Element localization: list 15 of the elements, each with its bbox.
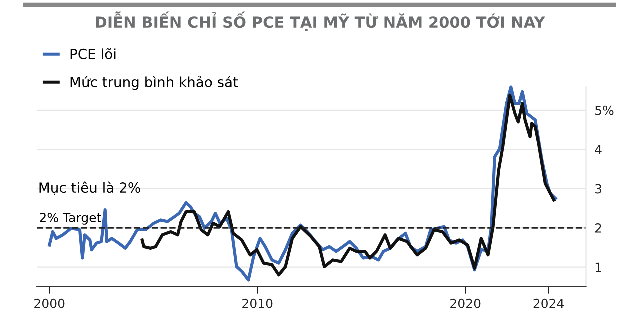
x-tick-label: 2000	[34, 298, 65, 308]
chart-title: DIỄN BIẾN CHỈ SỐ PCE TẠI MỸ TỪ NĂM 2000 TỚI NAY	[96, 12, 546, 32]
ref-line-label: 2% Target	[40, 213, 102, 225]
x-tick-label: 2010	[242, 298, 273, 308]
legend-label: PCE lõi	[70, 48, 116, 60]
annotation: Mục tiêu là 2%	[40, 182, 140, 196]
y-tick-label: 5%	[596, 106, 614, 116]
y-tick-label: 2	[595, 224, 602, 233]
y-tick-label: 3	[596, 184, 602, 194]
x-tick-label: 2024	[534, 298, 564, 308]
y-tick-label: 1	[596, 262, 602, 272]
legend-label: Mức trung bình khảo sát	[70, 76, 238, 90]
line-series	[140, 94, 556, 277]
x-tick-label: 2020	[450, 298, 481, 308]
y-tick-label: 4	[595, 145, 602, 154]
